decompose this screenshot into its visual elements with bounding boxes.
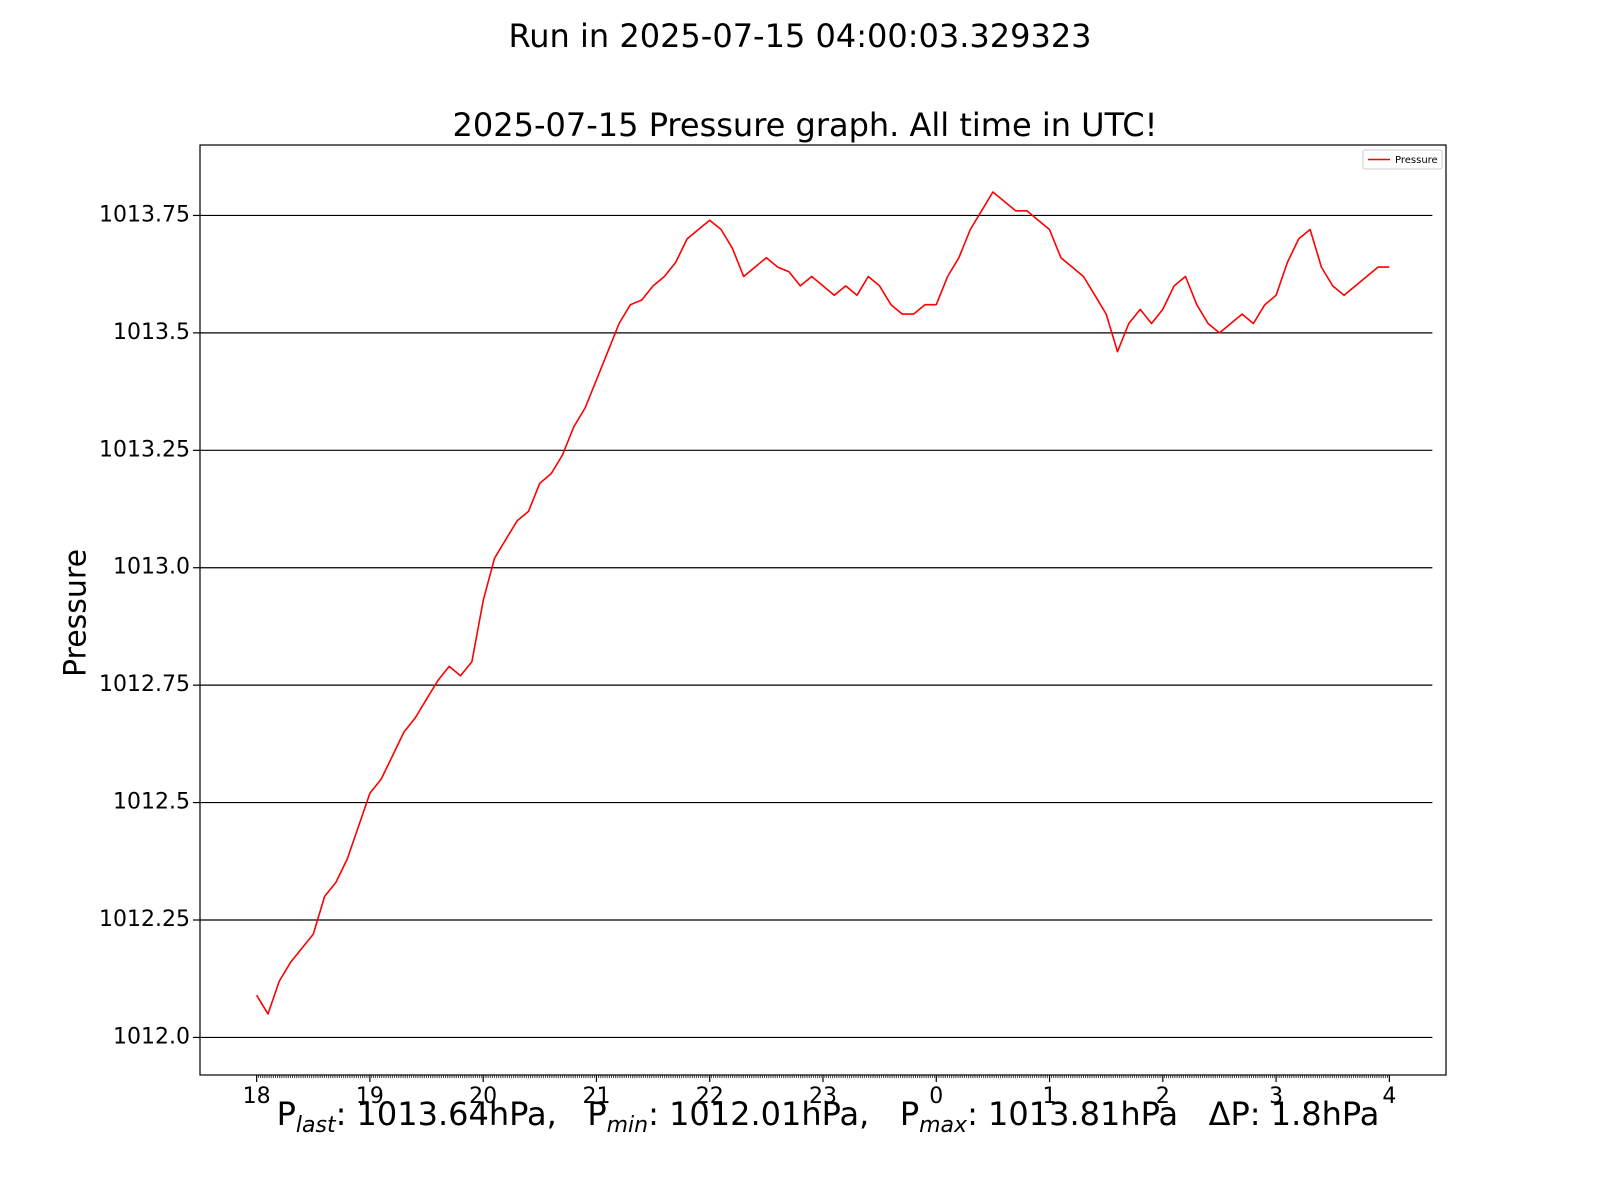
y-axis-label: Pressure	[59, 549, 94, 677]
p-min-sub: min	[607, 1113, 649, 1138]
delta-p: ΔP: 1.8hPa	[1209, 1095, 1380, 1133]
x-tick-label: 0	[929, 1084, 943, 1109]
x-tick-label: 3	[1269, 1084, 1283, 1109]
p-max-base: P	[900, 1095, 919, 1133]
x-tick-label: 22	[696, 1084, 724, 1109]
p-last-sub: last	[296, 1113, 337, 1138]
x-tick-label: 2	[1156, 1084, 1170, 1109]
x-tick-label: 4	[1382, 1084, 1396, 1109]
y-tick-label: 1012.5	[113, 790, 190, 815]
grid-lines	[200, 214, 1433, 1039]
pressure-series-line	[255, 191, 1390, 1015]
legend-box	[1362, 149, 1443, 170]
plot-frame	[199, 144, 1447, 1076]
y-tick-label: 1013.75	[99, 202, 190, 227]
x-tick-label: 23	[809, 1084, 837, 1109]
p-max-value: : 1013.81hPa	[967, 1095, 1178, 1133]
y-tick-label: 1013.25	[99, 437, 190, 462]
y-tick-label: 1012.0	[113, 1024, 190, 1049]
p-min-value: : 1012.01hPa,	[648, 1095, 869, 1133]
y-tick-label: 1012.25	[99, 907, 190, 932]
x-tick-label: 19	[356, 1084, 384, 1109]
chart-title: 2025-07-15 Pressure graph. All time in U…	[453, 106, 1158, 144]
p-last-value: : 1013.64hPa,	[336, 1095, 557, 1133]
y-tick-label: 1013.5	[113, 320, 190, 345]
legend-label: Pressure	[1395, 155, 1438, 166]
p-last-base: P	[277, 1095, 296, 1133]
suptitle: Run in 2025-07-15 04:00:03.329323	[508, 17, 1091, 55]
y-tick-label: 1012.75	[99, 672, 190, 697]
x-axis-label: Plast: 1013.64hPa, Pmin: 1012.01hPa, Pma…	[277, 1095, 1380, 1138]
x-tick-label: 18	[243, 1084, 271, 1109]
x-tick-label: 21	[582, 1084, 610, 1109]
x-tick-label: 20	[469, 1084, 497, 1109]
y-axis-ticks: 1012.0 1012.25 1012.5 1012.75 1013.0 1013.25 1…	[99, 202, 200, 1049]
legend: Pressure	[1362, 149, 1443, 170]
x-tick-label: 1	[1043, 1084, 1057, 1109]
x-axis-ticks: 18 19 20 21 22 23 0 1 2 3 4	[243, 1075, 1396, 1109]
p-min-base: P	[587, 1095, 606, 1133]
p-max-sub: max	[919, 1113, 968, 1138]
y-tick-label: 1013.0	[113, 555, 190, 580]
